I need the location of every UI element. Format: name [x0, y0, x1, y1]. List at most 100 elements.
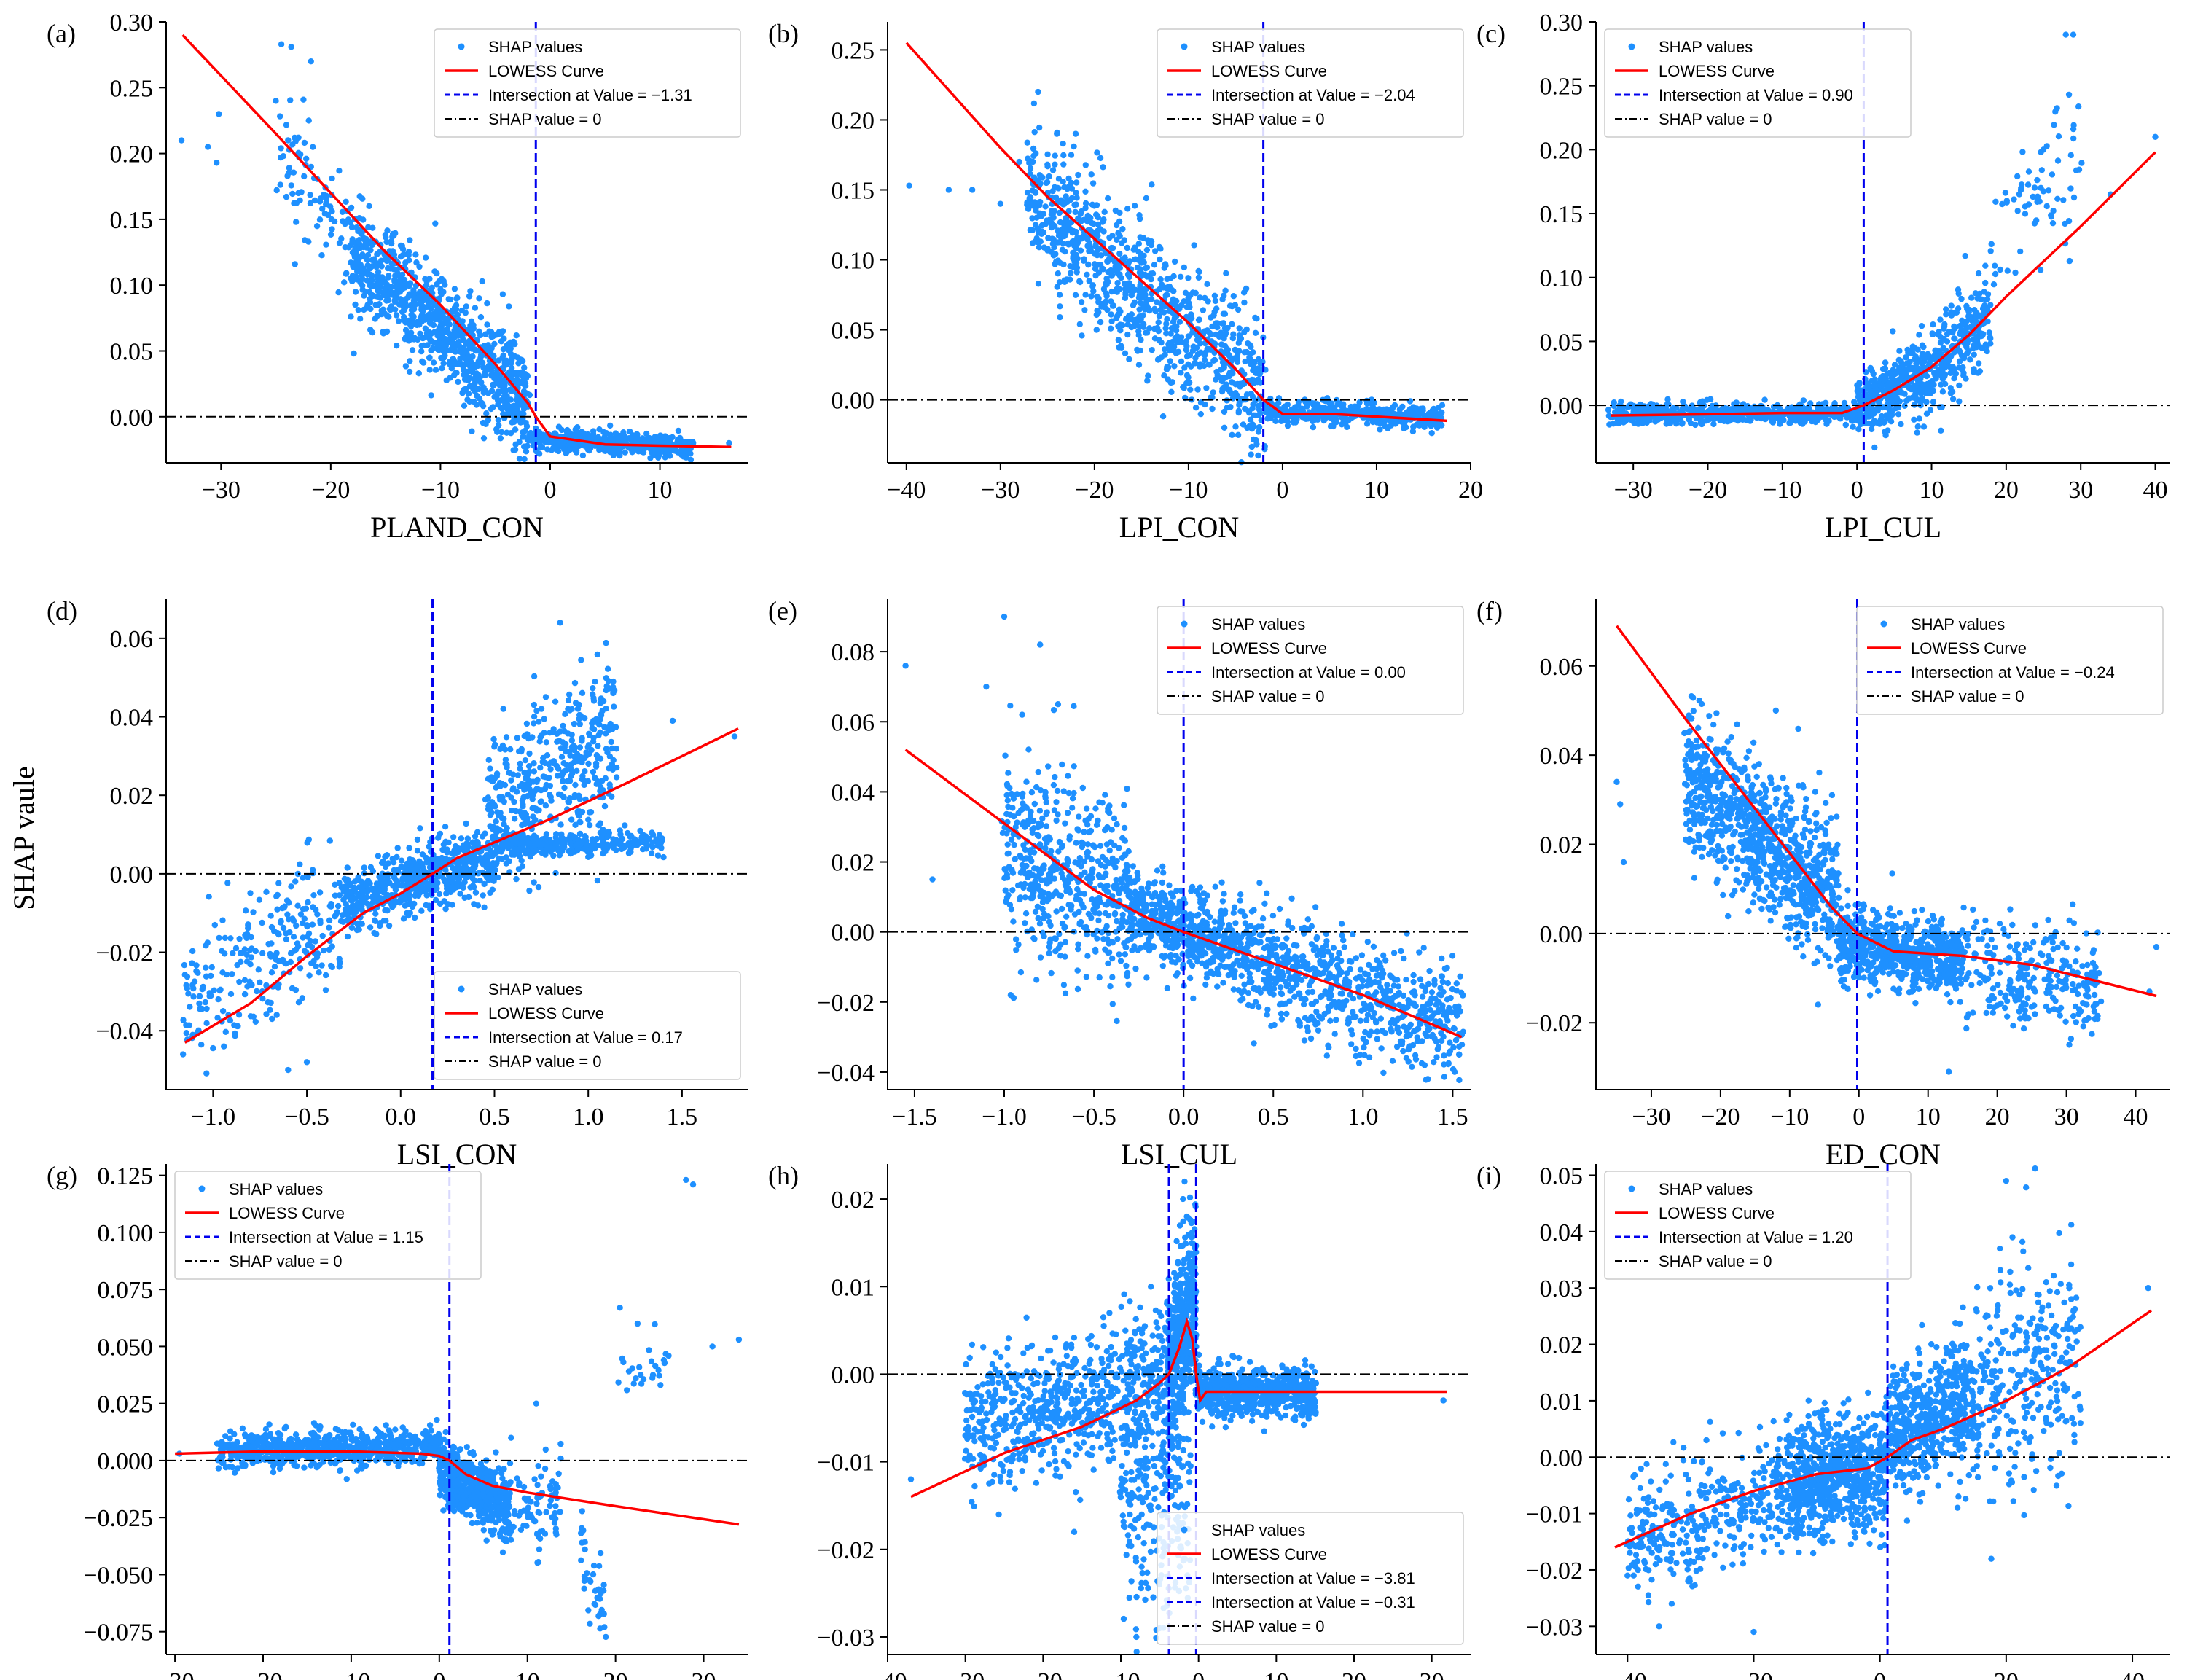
- scatter-point: [1948, 302, 1955, 309]
- scatter-point: [1075, 171, 1081, 179]
- scatter-point: [297, 965, 304, 972]
- legend-entry: LOWESS Curve: [1659, 62, 1775, 80]
- scatter-point: [450, 372, 458, 379]
- scatter-point: [1663, 421, 1670, 427]
- scatter-point: [523, 448, 530, 455]
- figure-ylabel: SHAP vaule: [7, 766, 40, 910]
- scatter-point: [1911, 416, 1917, 423]
- scatter-point: [639, 435, 646, 442]
- scatter-point: [289, 190, 296, 198]
- scatter-point: [219, 1008, 227, 1015]
- scatter-point: [2075, 103, 2082, 110]
- scatter-point: [492, 332, 498, 339]
- scatter-point: [1140, 252, 1147, 259]
- scatter-point: [2048, 214, 2054, 220]
- scatter-point: [1811, 416, 1818, 423]
- scatter-point: [1154, 324, 1161, 332]
- scatter-point: [1097, 319, 1104, 326]
- scatter-point: [1071, 143, 1077, 150]
- scatter-point: [1114, 280, 1121, 286]
- legend-box: [434, 28, 741, 138]
- scatter-point: [241, 991, 249, 998]
- scatter-point: [1866, 393, 1873, 399]
- scatter-point: [463, 820, 469, 827]
- scatter-point: [1938, 427, 1944, 434]
- scatter-point: [429, 338, 435, 345]
- scatter-point: [339, 208, 346, 215]
- scatter-point: [409, 347, 416, 353]
- scatter-point: [616, 450, 622, 456]
- scatter-point: [287, 958, 294, 966]
- scatter-point: [1252, 329, 1259, 336]
- scatter-point: [284, 911, 291, 918]
- scatter-point: [412, 251, 419, 258]
- scatter-point: [1146, 307, 1153, 314]
- scatter-point: [1664, 396, 1671, 403]
- scatter-point: [203, 1070, 210, 1077]
- scatter-point: [1030, 145, 1037, 152]
- scatter-point: [323, 972, 329, 979]
- scatter-point: [1036, 244, 1043, 251]
- scatter-point: [483, 410, 490, 417]
- scatter-point: [2014, 208, 2021, 214]
- scatter-point: [1210, 357, 1217, 364]
- scatter-point: [1699, 405, 1705, 413]
- scatter-point: [1371, 399, 1378, 406]
- scatter-point: [216, 934, 222, 942]
- scatter-point: [238, 958, 244, 966]
- scatter-point: [229, 971, 235, 977]
- scatter-point: [1131, 299, 1138, 305]
- scatter-point: [1178, 370, 1184, 376]
- scatter-point: [1968, 294, 1975, 301]
- scatter-point: [271, 964, 278, 970]
- scatter-point: [1949, 368, 1955, 375]
- scatter-point: [572, 441, 579, 448]
- scatter-point: [1992, 198, 1999, 205]
- scatter-point: [438, 319, 445, 327]
- scatter-point: [317, 920, 324, 926]
- scatter-point: [1984, 348, 1990, 355]
- scatter-point: [726, 439, 732, 447]
- scatter-point: [651, 446, 657, 453]
- scatter-point: [416, 321, 423, 328]
- scatter-point: [1191, 242, 1197, 249]
- panel-3: −30 −20 −10 0 10 20 30 400.000.050.100.150.200.…: [1476, 9, 2170, 544]
- scatter-point: [343, 270, 349, 277]
- scatter-point: [2152, 133, 2159, 141]
- scatter-point: [1895, 411, 1902, 418]
- scatter-point: [352, 289, 359, 295]
- scatter-point: [463, 372, 469, 378]
- scatter-point: [2070, 125, 2077, 133]
- scatter-point: [519, 370, 525, 376]
- scatter-point: [1801, 415, 1807, 422]
- x-tick-label: 10: [648, 477, 673, 504]
- scatter-point: [336, 956, 343, 962]
- scatter-point: [284, 173, 291, 179]
- scatter-point: [493, 372, 499, 380]
- scatter-point: [1132, 203, 1138, 209]
- scatter-point: [498, 338, 505, 345]
- scatter-point: [1209, 405, 1216, 413]
- x-axis-label: LPI_CON: [1119, 511, 1239, 544]
- scatter-point: [364, 277, 370, 284]
- scatter-point: [445, 329, 452, 336]
- scatter-point: [375, 302, 381, 308]
- scatter-point: [473, 385, 480, 391]
- x-tick-label: −30: [202, 477, 240, 504]
- scatter-point: [1151, 335, 1159, 342]
- scatter-point: [1138, 286, 1145, 293]
- scatter-point: [1235, 348, 1242, 354]
- scatter-point: [1108, 325, 1114, 332]
- scatter-point: [1223, 270, 1229, 277]
- scatter-point: [410, 319, 418, 325]
- scatter-point: [465, 391, 472, 397]
- scatter-point: [359, 251, 366, 258]
- y-tick-label: 0.30: [110, 9, 154, 36]
- scatter-point: [1068, 152, 1075, 158]
- scatter-point: [1914, 423, 1921, 430]
- scatter-point: [1253, 437, 1259, 444]
- scatter-point: [1073, 179, 1080, 186]
- scatter-point: [1923, 399, 1930, 405]
- scatter-point: [504, 401, 511, 407]
- scatter-point: [1185, 300, 1192, 306]
